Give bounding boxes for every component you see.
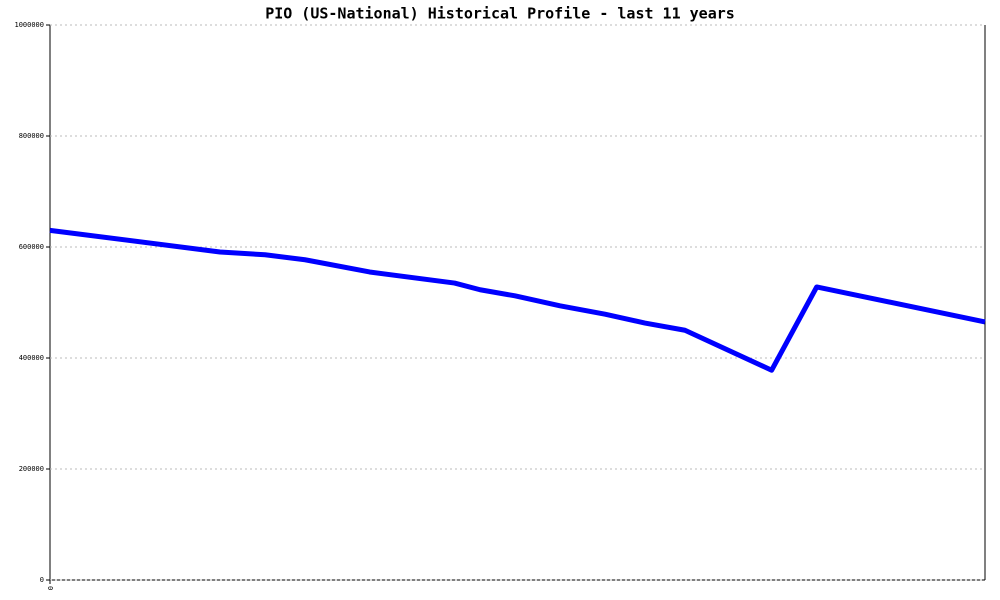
y-tick-label: 1000000 [14, 21, 44, 29]
chart-title: PIO (US-National) Historical Profile - l… [265, 5, 735, 23]
y-tick-label: 600000 [19, 243, 44, 251]
y-tick-label: 800000 [19, 132, 44, 140]
y-tick-label: 0 [40, 576, 44, 584]
data-line [49, 227, 986, 373]
x-tick-label: 0 [46, 586, 54, 590]
y-tick-label: 400000 [19, 354, 44, 362]
y-tick-label: 200000 [19, 465, 44, 473]
